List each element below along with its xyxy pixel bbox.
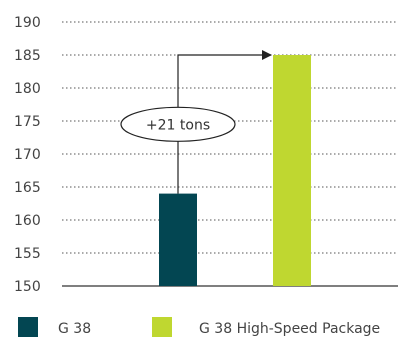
- y-tick-label: 190: [14, 15, 41, 31]
- legend-swatch: [152, 317, 172, 337]
- y-tick-label: 160: [14, 213, 41, 229]
- y-tick-label: 175: [14, 114, 41, 130]
- y-tick-label: 170: [14, 147, 41, 163]
- y-axis-ticks: 150 155 160 165 170 175 180 185 190: [14, 15, 41, 295]
- y-tick-label: 150: [14, 279, 41, 295]
- y-tick-label: 165: [14, 180, 41, 196]
- legend-label: G 38 High-Speed Package: [199, 321, 380, 337]
- annotation: +21 tons: [120, 50, 272, 194]
- legend-label: G 38: [58, 321, 91, 337]
- bars: [159, 55, 311, 286]
- legend-swatch: [18, 317, 38, 337]
- annotation-arrow: [177, 50, 272, 194]
- annotation-ellipse: [120, 106, 236, 142]
- y-tick-label: 155: [14, 246, 41, 262]
- annotation-label: +21 tons: [146, 117, 210, 133]
- y-tick-label: 180: [14, 81, 41, 97]
- legend: G 38 G 38 High-Speed Package: [18, 317, 380, 337]
- y-tick-label: 185: [14, 48, 41, 64]
- bar: [273, 55, 311, 286]
- bar: [159, 193, 197, 286]
- gridlines: [62, 21, 398, 287]
